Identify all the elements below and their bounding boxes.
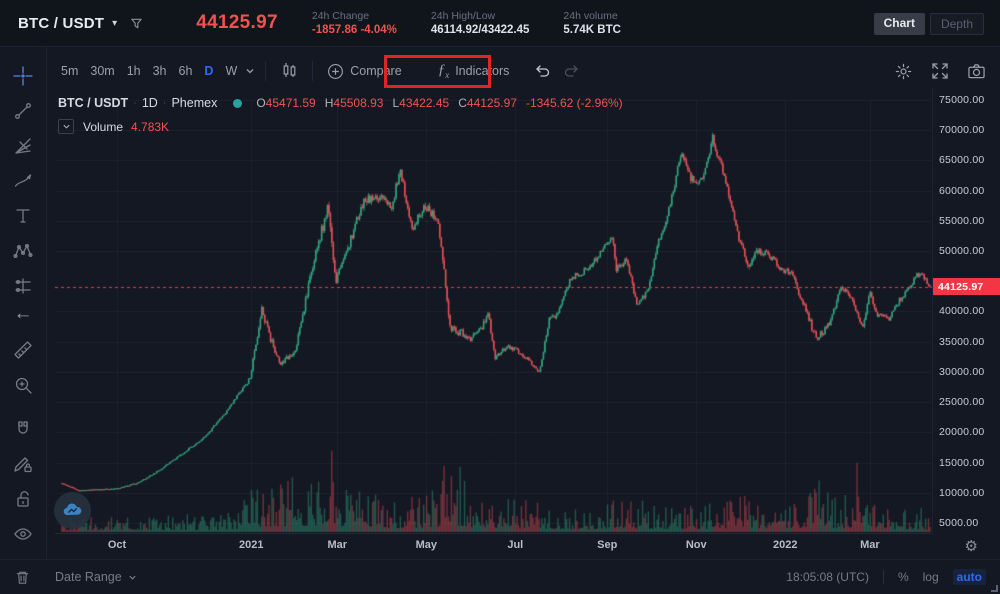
compare-button[interactable]: Compare xyxy=(321,59,407,84)
axis-settings-gear-icon[interactable]: ⚙ xyxy=(964,538,978,555)
chart-legend[interactable]: BTC / USDT · 1D · Phemex O45471.59 H4550… xyxy=(58,96,623,110)
hide-all-tool-icon[interactable] xyxy=(8,519,38,549)
price-tick-label: 75000.00 xyxy=(939,94,985,106)
chart-toolbar: 5m 30m 1h 3h 6h D W Compare ƒx Indicator… xyxy=(47,52,1000,90)
auto-scale-button[interactable]: auto xyxy=(952,569,986,585)
stat-24h-volume: 24h volume 5.74K BTC xyxy=(563,10,621,36)
time-tick-label: 2022 xyxy=(772,539,798,551)
interval-6h[interactable]: 6h xyxy=(178,64,193,78)
chevron-down-icon[interactable]: ▾ xyxy=(112,17,118,29)
interval-30m[interactable]: 30m xyxy=(90,64,115,78)
time-axis[interactable]: ⚙ Oct 2021 Mar May Jul Sep Nov 2022 Mar xyxy=(55,533,978,559)
time-tick-label: Jul xyxy=(507,539,524,551)
legend-interval: 1D xyxy=(141,96,158,110)
price-axis[interactable]: 44125.97 75000.00 70000.00 65000.00 60000.0… xyxy=(932,88,1000,533)
filter-icon[interactable] xyxy=(129,16,144,31)
price-tick-label: 35000.00 xyxy=(939,335,985,348)
time-tick-label: Sep xyxy=(597,539,618,551)
magnet-tool-icon[interactable] xyxy=(8,414,38,444)
drawing-toolbar: ← xyxy=(0,47,47,594)
top-header: BTC / USDT ▾ 44125.97 24h Change -1857.8… xyxy=(0,0,1000,47)
legend-exchange: Phemex xyxy=(171,96,218,110)
candlestick-chart[interactable] xyxy=(55,88,932,533)
price-tick-label: 65000.00 xyxy=(939,154,985,167)
percent-scale-button[interactable]: % xyxy=(897,570,909,584)
log-scale-button[interactable]: log xyxy=(922,570,939,584)
interval-1d[interactable]: D xyxy=(204,64,214,78)
redo-icon[interactable] xyxy=(563,63,581,79)
market-status-dot xyxy=(233,98,243,108)
legend-symbol: BTC / USDT xyxy=(58,96,129,110)
price-tick-label: 20000.00 xyxy=(939,426,985,439)
ruler-tool-icon[interactable] xyxy=(8,335,38,365)
chevron-down-icon xyxy=(129,575,136,580)
indicators-button[interactable]: ƒx Indicators xyxy=(437,62,510,80)
date-range-button[interactable]: Date Range xyxy=(55,570,137,584)
session-clock[interactable]: 18:05:08 (UTC) xyxy=(786,570,869,584)
interval-dropdown-caret-icon[interactable] xyxy=(245,66,255,76)
volume-dropdown-caret-icon[interactable] xyxy=(58,119,74,134)
crosshair-tool-icon[interactable] xyxy=(8,61,38,91)
price-tick-label: 70000.00 xyxy=(939,124,985,137)
brush-tool-icon[interactable] xyxy=(8,166,38,196)
view-toggle: Chart Depth xyxy=(873,13,984,35)
lock-all-tool-icon[interactable] xyxy=(8,484,38,514)
time-tick-label: Oct xyxy=(107,539,127,551)
interval-5m[interactable]: 5m xyxy=(61,64,79,78)
price-tick-label: 5000.00 xyxy=(939,516,979,529)
last-price: 44125.97 xyxy=(196,12,278,33)
current-price-tag: 44125.97 xyxy=(933,278,1000,296)
interval-3h[interactable]: 3h xyxy=(152,64,167,78)
symbol-selector[interactable]: BTC / USDT ▾ xyxy=(18,15,144,32)
time-tick-label: Nov xyxy=(685,539,707,551)
projection-tool-icon[interactable] xyxy=(8,271,38,301)
time-tick-label: Mar xyxy=(860,539,880,551)
depth-view-button[interactable]: Depth xyxy=(929,13,984,35)
interval-1h[interactable]: 1h xyxy=(126,64,141,78)
price-tick-label: 15000.00 xyxy=(939,456,985,469)
settings-gear-icon[interactable] xyxy=(894,62,913,81)
remove-drawings-trash-icon[interactable] xyxy=(14,569,31,586)
price-tick-label: 30000.00 xyxy=(939,365,985,378)
text-tool-icon[interactable] xyxy=(8,201,38,231)
fullscreen-icon[interactable] xyxy=(931,62,949,80)
compare-plus-icon xyxy=(328,63,344,79)
trend-line-tool-icon[interactable] xyxy=(8,96,38,126)
legend-change: -1345.62 (-2.96%) xyxy=(525,96,623,110)
volume-value: 4.783K xyxy=(131,119,170,134)
time-tick-label: 2021 xyxy=(238,539,264,551)
zoom-in-tool-icon[interactable] xyxy=(8,370,38,400)
price-tick-label: 50000.00 xyxy=(939,245,985,258)
collapse-toolbar-arrow-icon[interactable]: ← xyxy=(13,303,33,324)
phemex-cloud-logo xyxy=(54,492,91,529)
chart-view-button[interactable]: Chart xyxy=(873,13,925,35)
ohlc-values: O45471.59 H45508.93 L43422.45 C44125.97 … xyxy=(256,96,623,110)
fib-fan-tool-icon[interactable] xyxy=(8,131,38,161)
resize-corner xyxy=(991,585,998,592)
chart-style-candles-icon[interactable] xyxy=(274,57,304,85)
xabcd-pattern-tool-icon[interactable] xyxy=(8,236,38,266)
fx-icon: ƒx xyxy=(437,62,450,80)
camera-snapshot-icon[interactable] xyxy=(967,63,986,80)
volume-legend: Volume 4.783K xyxy=(58,119,169,134)
price-tick-label: 25000.00 xyxy=(939,396,985,409)
stat-24h-high-low: 24h High/Low 46114.92/43422.45 xyxy=(430,10,530,36)
interval-1w[interactable]: W xyxy=(225,64,238,78)
price-tick-label: 55000.00 xyxy=(939,214,985,227)
price-tick-label: 60000.00 xyxy=(939,184,985,197)
price-tick-label: 10000.00 xyxy=(939,486,985,499)
bottom-bar: Date Range 18:05:08 (UTC) % log auto xyxy=(0,559,1000,594)
price-tick-label: 40000.00 xyxy=(939,305,985,318)
stat-24h-change: 24h Change -1857.86 -4.04% xyxy=(311,10,397,36)
time-tick-label: Mar xyxy=(327,539,348,551)
draw-lock-tool-icon[interactable] xyxy=(8,449,38,479)
symbol-name: BTC / USDT xyxy=(18,14,105,32)
time-tick-label: May xyxy=(415,539,437,551)
undo-icon[interactable] xyxy=(533,63,551,79)
